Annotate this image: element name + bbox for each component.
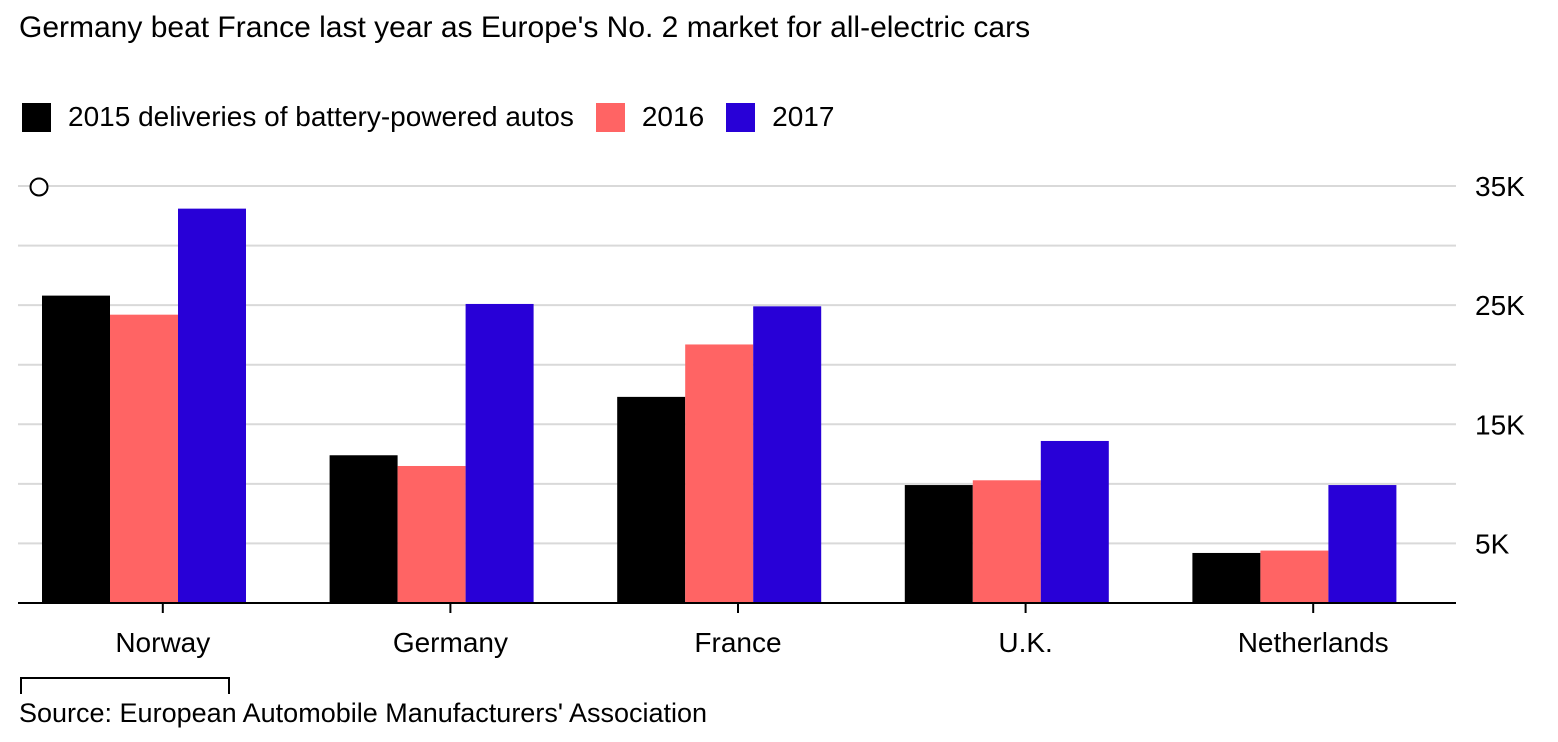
chart-title: Germany beat France last year as Europe'… — [19, 11, 1031, 44]
legend-label-2015: 2015 deliveries of battery-powered autos — [68, 101, 574, 132]
legend-label-2017: 2017 — [772, 101, 835, 132]
bar-france-0 — [617, 396, 686, 603]
bar-netherlands-1 — [1260, 550, 1329, 603]
bar-norway-1 — [110, 314, 178, 603]
bar-chart: 5K 15K 25K 35K Norway Germany France U.K. Nether… — [18, 171, 1525, 658]
legend-swatch-2017 — [726, 102, 756, 132]
bar-norway-0 — [42, 295, 110, 603]
top-gridline-marker — [29, 177, 49, 197]
x-tick-label: U.K. — [998, 627, 1052, 658]
bar-france-1 — [685, 344, 754, 603]
legend-label-2016: 2016 — [641, 101, 705, 132]
legend-item-2017: 2017 — [726, 101, 834, 133]
x-tick-label: Norway — [115, 627, 210, 658]
source-note: Source: European Automobile Manufacturer… — [19, 698, 708, 728]
source-bracket — [20, 677, 230, 694]
y-tick-label: 5K — [1475, 528, 1510, 559]
x-tick-label: Germany — [393, 627, 508, 658]
bar-germany-2 — [465, 303, 534, 603]
chart-legend: 2015 deliveries of battery-powered autos… — [22, 99, 856, 135]
bar-netherlands-0 — [1192, 552, 1261, 603]
y-tick-label: 25K — [1475, 290, 1525, 321]
x-tick-label: France — [694, 627, 781, 658]
y-tick-label: 15K — [1475, 409, 1525, 440]
bar-netherlands-2 — [1328, 485, 1397, 603]
bar-uk-1 — [972, 480, 1041, 603]
bar-france-2 — [753, 306, 822, 603]
bar-uk-0 — [904, 485, 973, 603]
legend-item-2016: 2016 — [595, 101, 705, 133]
legend-swatch-2015 — [22, 102, 51, 132]
bar-germany-1 — [397, 465, 466, 603]
bar-uk-2 — [1040, 440, 1109, 603]
legend-item-2015: 2015 deliveries of battery-powered autos — [22, 101, 574, 133]
x-tick-label: Netherlands — [1238, 627, 1389, 658]
y-tick-label: 35K — [1475, 171, 1525, 202]
bar-norway-2 — [178, 208, 246, 603]
bar-germany-0 — [329, 455, 398, 603]
legend-swatch-2016 — [595, 102, 625, 132]
